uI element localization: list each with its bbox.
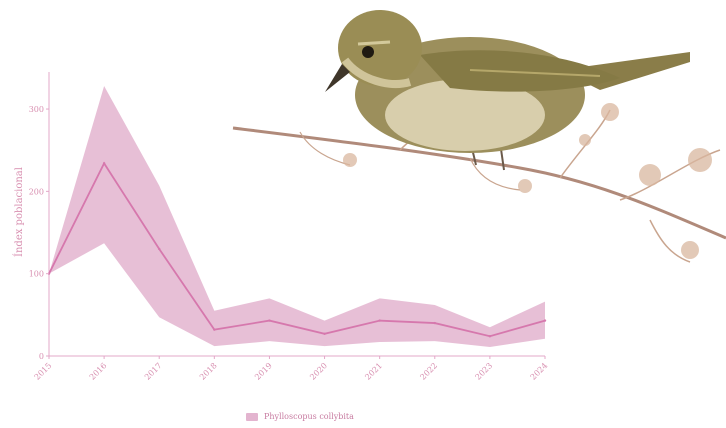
- y-tick-label: 100: [29, 270, 44, 279]
- y-tick-label: 200: [29, 187, 44, 196]
- data-point: [323, 332, 326, 335]
- x-tick-label: 2020: [308, 361, 329, 382]
- x-tick-label: 2021: [363, 361, 384, 382]
- legend-label: Phylloscopus collybita: [264, 412, 354, 421]
- bird-on-branch-image: [232, 10, 726, 263]
- x-tick-label: 2024: [529, 361, 550, 382]
- data-point: [158, 247, 161, 251]
- data-point: [433, 321, 436, 325]
- y-tick-label: 0: [39, 352, 44, 361]
- legend: Phylloscopus collybita: [246, 412, 354, 421]
- data-point: [378, 319, 381, 322]
- data-point: [213, 328, 216, 331]
- y-axis-title: Índex poblacional: [13, 167, 25, 257]
- x-tick-label: 2017: [143, 361, 164, 382]
- x-tick-label: 2023: [474, 361, 495, 382]
- x-tick-label: 2018: [198, 361, 219, 382]
- data-point: [102, 162, 106, 165]
- data-point: [543, 319, 547, 322]
- y-tick-label: 300: [29, 105, 44, 114]
- series-line: [48, 161, 546, 338]
- x-tick-label: 2015: [33, 361, 54, 382]
- x-tick-label: 2022: [418, 361, 439, 382]
- legend-swatch: [246, 412, 258, 421]
- data-point: [268, 319, 271, 322]
- data-point: [488, 335, 492, 338]
- x-tick-label: 2016: [88, 361, 109, 382]
- confidence-band: [49, 85, 545, 347]
- x-tick-label: 2019: [253, 361, 274, 382]
